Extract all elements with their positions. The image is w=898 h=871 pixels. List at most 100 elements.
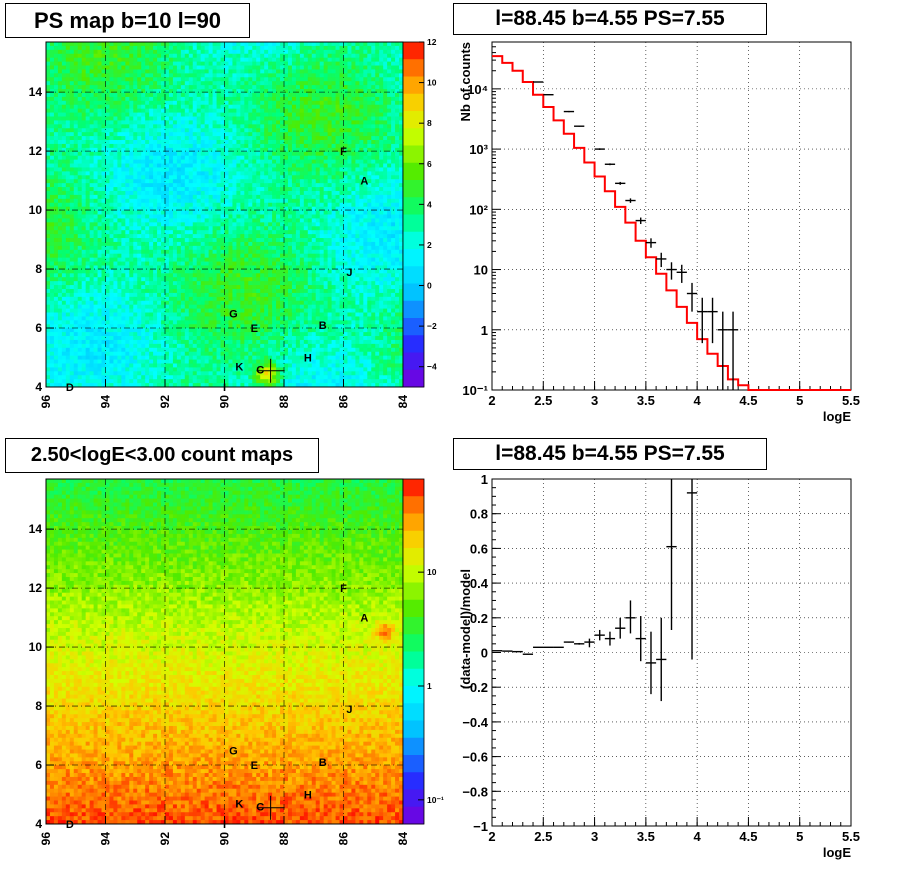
source-label-a: A: [360, 613, 368, 625]
heatmap-cells: [46, 42, 404, 388]
y-tick-label: −0.4: [462, 715, 488, 730]
map-grid: [46, 479, 403, 824]
colorbar-segment: [403, 496, 424, 514]
colorbar-segment: [403, 318, 424, 336]
x-tick-label: 88: [277, 395, 291, 409]
source-label-g: G: [229, 308, 238, 320]
y-tick-label: 0.2: [470, 611, 488, 626]
x-tick-label: 4: [694, 393, 702, 408]
y-tick-label: 10: [29, 640, 43, 654]
y-axis-title: (data-model)/model: [458, 569, 473, 689]
colorbar-segment: [403, 548, 424, 566]
colorbar-segment: [403, 582, 424, 601]
source-label-j: J: [346, 267, 352, 279]
colorbar-tick-label: 2: [427, 240, 432, 250]
y-axis-title: Nb of counts: [458, 42, 473, 121]
colorbar-tick-label: −4: [427, 362, 437, 372]
x-tick-label: 4: [694, 829, 702, 844]
x-tick-label: 3.5: [637, 829, 655, 844]
colorbar-tick-label: 0: [427, 281, 432, 291]
colorbar-segment: [403, 651, 424, 670]
colorbar-segment: [403, 530, 424, 549]
colorbar-tick-label: 10: [427, 78, 437, 88]
y-tick-label: 12: [29, 144, 43, 158]
x-axis-title: logE: [823, 845, 851, 860]
colorbar-segment: [403, 76, 424, 95]
y-tick-label: 6: [35, 758, 42, 772]
colorbar-segment: [403, 720, 424, 739]
y-tick-label: 12: [29, 581, 43, 595]
y-tick-label: 0.8: [470, 507, 488, 522]
colorbar-segment: [403, 249, 424, 267]
x-tick-label: 3: [591, 393, 598, 408]
colorbar-segment: [403, 111, 424, 129]
colorbar-segment: [403, 789, 424, 808]
colorbar-tick-label: 1: [427, 681, 432, 691]
x-tick-label: 2: [488, 393, 495, 408]
colorbar-tick-label: 12: [427, 37, 437, 47]
colorbar-segment: [403, 806, 424, 825]
x-tick-label: 86: [337, 832, 351, 846]
x-tick-label: 90: [218, 832, 232, 846]
y-tick-label: −0.6: [462, 750, 488, 765]
y-tick-label: 0.6: [470, 541, 488, 556]
colorbar-tick-label: 8: [427, 118, 432, 128]
colorbar-frame: [402, 41, 425, 388]
x-tick-label: 88: [277, 832, 291, 846]
source-label-b: B: [319, 320, 327, 332]
y-tick-label: −0.8: [462, 784, 488, 799]
spectrum-frame: [491, 41, 852, 391]
heatmap-cells: [46, 479, 404, 825]
colorbar-segment: [403, 352, 424, 371]
colorbar-tick-label: 4: [427, 199, 432, 209]
source-label-d: D: [66, 382, 74, 394]
colorbar-segment: [403, 197, 424, 215]
y-tick-label: 0: [481, 646, 488, 661]
x-tick-label: 5.5: [842, 829, 860, 844]
x-tick-label: 94: [99, 832, 113, 846]
ps-map-title: PS map b=10 l=90: [5, 3, 250, 38]
colorbar-segment: [403, 513, 424, 532]
colorbar-segment: [403, 668, 424, 687]
x-tick-label: 5: [796, 829, 803, 844]
x-tick-label: 92: [158, 832, 172, 846]
source-label-k: K: [235, 361, 243, 373]
x-axis-title: logE: [823, 409, 851, 424]
source-label-h: H: [304, 790, 312, 802]
colorbar-segment: [403, 369, 424, 388]
colorbar-segment: [403, 703, 424, 721]
y-tick-label: 8: [35, 262, 42, 276]
y-tick-label: 1: [481, 472, 488, 487]
y-tick-label: 14: [29, 522, 43, 536]
count-map-title: 2.50<logE<3.00 count maps: [5, 438, 319, 473]
colorbar-segment: [403, 180, 424, 198]
colorbar-segment: [403, 599, 424, 618]
colorbar-segment: [403, 59, 424, 77]
y-tick-label: −0.2: [462, 680, 488, 695]
y-tick-label: 10²: [469, 202, 488, 217]
colorbar-segment: [403, 737, 424, 756]
y-tick-label: 1: [481, 323, 488, 338]
y-tick-label: 10: [474, 263, 488, 278]
colorbar-segment: [403, 214, 424, 233]
y-tick-label: 4: [35, 380, 42, 394]
x-tick-label: 5: [796, 393, 803, 408]
colorbar-segment: [403, 42, 424, 60]
colorbar-segment: [403, 162, 424, 181]
x-tick-label: 4.5: [739, 829, 757, 844]
colorbar-segment: [403, 266, 424, 284]
y-tick-label: 4: [35, 817, 42, 831]
x-tick-label: 90: [218, 395, 232, 409]
x-tick-label: 86: [337, 395, 351, 409]
y-tick-label: 10⁴: [467, 82, 488, 97]
x-tick-label: 4.5: [739, 393, 757, 408]
x-tick-label: 3: [591, 829, 598, 844]
x-tick-label: 94: [99, 395, 113, 409]
colorbar-tick-label: 10: [427, 567, 437, 577]
x-tick-label: 96: [39, 395, 53, 409]
colorbar-segment: [403, 634, 424, 652]
x-tick-label: 84: [396, 832, 410, 846]
spectrum-title: l=88.45 b=4.55 PS=7.55: [453, 3, 767, 35]
x-tick-label: 5.5: [842, 393, 860, 408]
